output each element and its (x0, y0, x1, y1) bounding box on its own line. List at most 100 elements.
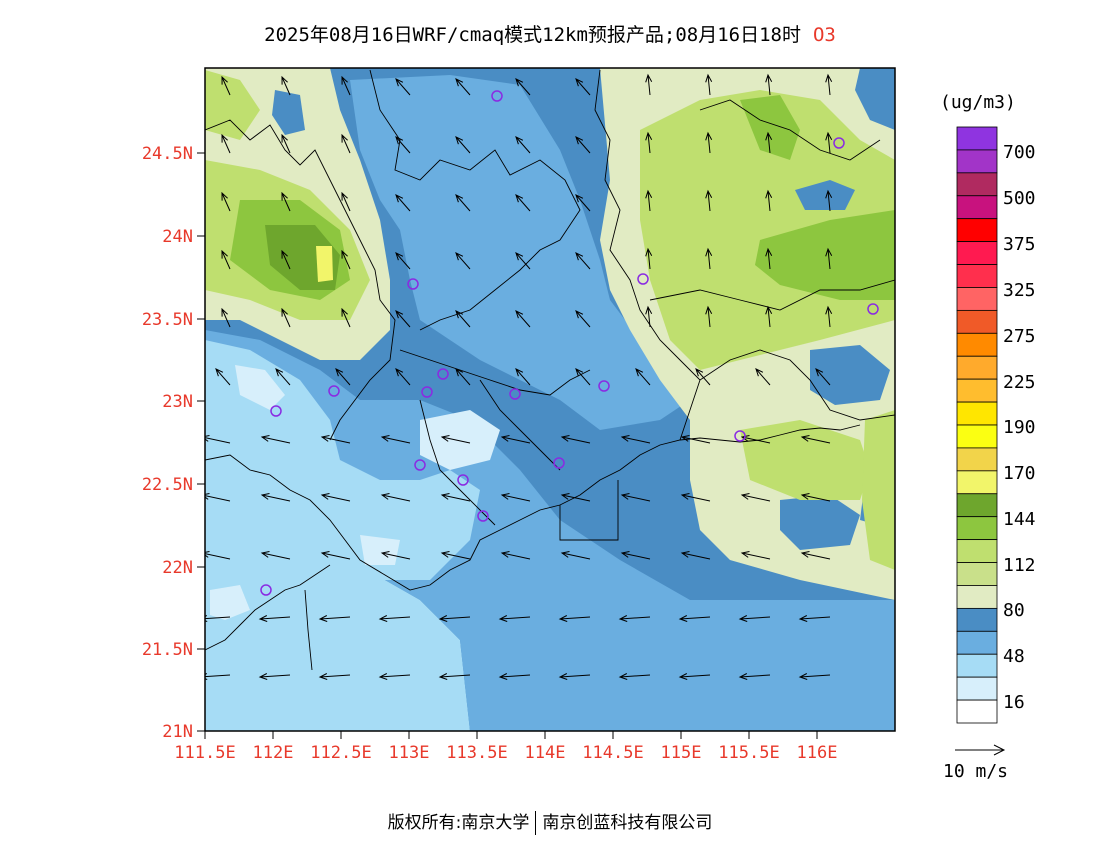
lon-tick-label: 112.5E (310, 743, 371, 763)
colorbar-swatch (956, 218, 998, 243)
wind-arrow (320, 493, 351, 502)
wind-arrow (275, 368, 291, 386)
wind-arrow (205, 551, 231, 560)
wind-arrow (695, 368, 711, 386)
station-marker (637, 273, 649, 285)
wind-arrow (765, 131, 773, 154)
wind-arrow (281, 133, 291, 154)
lon-tick-label: 113E (389, 743, 430, 763)
wind-arrow (440, 493, 471, 502)
colorbar-swatch (956, 378, 998, 403)
copyright-footer: 版权所有:南京大学 南京创蓝科技有限公司 (0, 808, 1100, 835)
wind-arrow (560, 493, 591, 502)
wind-arrow (515, 78, 531, 96)
lat-tick-label: 23.5N (142, 310, 193, 330)
boundary-lines (205, 69, 895, 671)
lat-tick-label: 22.5N (142, 475, 193, 495)
station-marker (491, 90, 503, 102)
wind-arrow (341, 307, 351, 328)
colorbar-labels: 700 500 375 325 275 225 190 170 144 112 … (1003, 142, 1036, 713)
station-marker (867, 303, 879, 315)
colorbar-swatch (956, 401, 998, 426)
wind-arrow (740, 493, 771, 502)
colorbar-label: 48 (1003, 646, 1025, 667)
wind-arrow (620, 435, 651, 444)
station-marker (457, 474, 469, 486)
wind-arrow (281, 75, 291, 96)
lon-tick-label: 114E (525, 743, 566, 763)
colorbar-swatch (956, 264, 998, 288)
station-marker (328, 385, 340, 397)
wind-arrow (825, 247, 833, 270)
station-markers (260, 90, 879, 596)
station-marker (553, 457, 565, 469)
wind-arrow (221, 249, 231, 270)
colorbar-swatch (956, 355, 998, 380)
station-marker (833, 137, 845, 149)
wind-arrow (258, 673, 291, 680)
wind-arrow (500, 435, 531, 444)
wind-arrow (558, 673, 591, 680)
colorbar-swatch (956, 287, 998, 311)
wind-arrow (318, 615, 351, 622)
wind-arrow (678, 673, 711, 680)
lat-tick-label: 23N (162, 392, 193, 412)
wind-arrow (438, 673, 471, 680)
colorbar-swatch (956, 195, 998, 220)
lon-tick-label: 115E (661, 743, 702, 763)
wind-arrow (575, 368, 591, 386)
station-marker (270, 405, 282, 417)
lon-tick-label: 112E (253, 743, 294, 763)
wind-arrow (378, 673, 411, 680)
lon-tick-label: 113.5E (446, 743, 507, 763)
lon-axis: 111.5E 112E 112.5E 113E 113.5E 114E 114.… (174, 731, 837, 763)
colorbar-swatch (956, 630, 998, 655)
colorbar-swatch (956, 309, 998, 334)
wind-arrow (740, 435, 771, 444)
colorbar-label: 190 (1003, 417, 1036, 438)
wind-arrow (765, 73, 773, 96)
wind-arrow (260, 435, 291, 444)
wind-arrow (738, 615, 771, 622)
colorbar-swatch (956, 470, 998, 495)
wind-arrow (515, 194, 531, 212)
wind-arrow (705, 305, 713, 328)
colorbar-swatch (956, 699, 998, 724)
wind-arrow (221, 191, 231, 212)
wind-arrow (765, 305, 773, 328)
map-title: 2025年08月16日WRF/cmaq模式12km预报产品;08月16日18时 O… (0, 20, 1100, 47)
wind-arrow (440, 551, 471, 560)
wind-arrow (558, 615, 591, 622)
wind-arrow (380, 493, 411, 502)
wind-arrow (620, 551, 651, 560)
colorbar-label: 700 (1003, 142, 1036, 163)
station-marker (260, 584, 272, 596)
wind-arrow (455, 78, 471, 96)
wind-arrow (380, 551, 411, 560)
station-marker (598, 380, 610, 392)
wind-arrow (800, 493, 831, 502)
colorbar-swatch (956, 149, 998, 174)
wind-arrow (800, 551, 831, 560)
wind-arrow (395, 78, 411, 96)
lat-tick-label: 24N (162, 227, 193, 247)
wind-arrow (341, 75, 351, 96)
wind-arrow (815, 368, 831, 386)
colorbar-swatch (956, 172, 998, 197)
wind-arrow (205, 435, 231, 444)
wind-arrow (395, 368, 411, 386)
wind-arrow (825, 305, 833, 328)
wind-arrow (395, 310, 411, 328)
wind-arrow (705, 73, 713, 96)
map-frame (204, 67, 896, 732)
colorbar-label: 375 (1003, 234, 1036, 255)
wind-arrow (755, 368, 771, 386)
lon-tick-label: 115.5E (718, 743, 779, 763)
wind-arrow (221, 307, 231, 328)
wind-arrow (395, 194, 411, 212)
wind-arrow (575, 78, 591, 96)
wind-arrow (705, 131, 713, 154)
lat-tick-label: 24.5N (142, 144, 193, 164)
wind-arrow (705, 247, 713, 270)
